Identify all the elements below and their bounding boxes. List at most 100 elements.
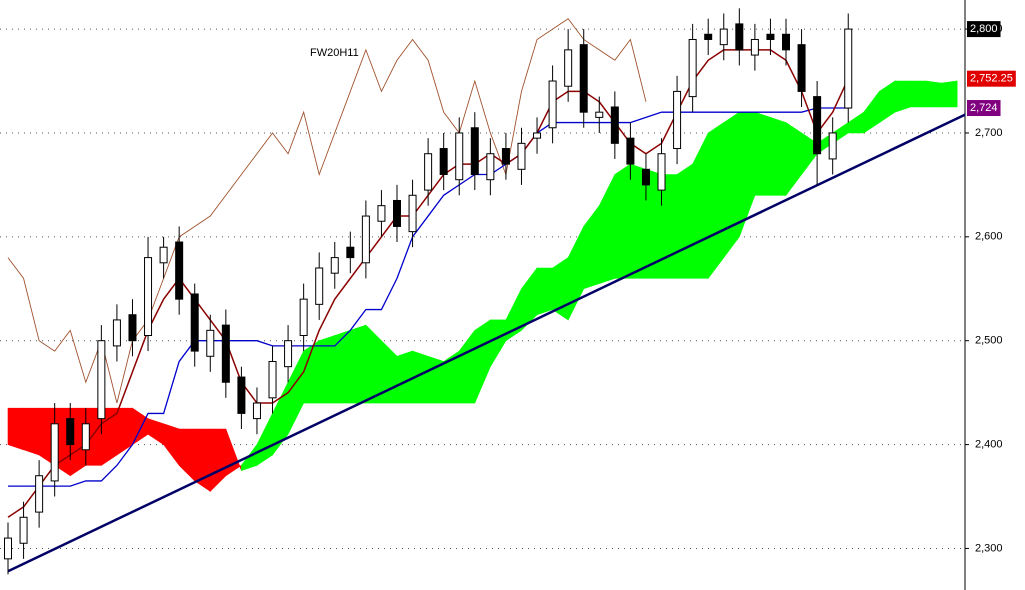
price-box-label: 2,724 [970, 102, 998, 114]
candle-body [377, 205, 386, 222]
cloud-segment [910, 80, 927, 108]
candle-body [4, 537, 12, 560]
candle-body [50, 423, 59, 482]
cloud-segment [676, 163, 693, 279]
y-tick-label: 2,300 [975, 542, 1003, 554]
candle-body [408, 194, 417, 233]
cloud-segment [723, 111, 740, 259]
candle-body [719, 28, 728, 46]
candle-body [579, 44, 588, 113]
price-box: 2,800 [967, 21, 1001, 38]
candle-body [19, 516, 28, 544]
y-tick-label: 2,600 [975, 231, 1003, 243]
candle-body [595, 111, 604, 118]
price-box: 2,724 [967, 100, 1001, 117]
price-box: 2,752.25 [967, 70, 1016, 87]
cloud-segment [458, 329, 476, 404]
cloud-segment [925, 80, 942, 108]
price-box-bg [967, 21, 1001, 38]
cloud-segment [178, 428, 196, 482]
price-box-bg [967, 70, 1016, 87]
candle-body [564, 49, 573, 87]
candle-body [35, 475, 44, 513]
cloud-segment [23, 407, 40, 456]
candle-body [548, 80, 557, 129]
cloud-segment [863, 90, 880, 134]
cloud-segment [692, 132, 709, 279]
candle-body [735, 23, 744, 51]
candle-body [470, 127, 479, 176]
candle-body [284, 340, 293, 368]
candle-body [268, 360, 277, 399]
cloud-segment [256, 413, 273, 466]
candle-body [673, 90, 682, 150]
candle-body [346, 246, 355, 259]
cloud-segment [598, 174, 616, 284]
candle-body [813, 96, 822, 155]
candle-body [252, 402, 261, 420]
candle-body [704, 33, 713, 40]
candle-body [501, 148, 510, 165]
cloud-segment [396, 350, 413, 404]
cloud-segment [894, 80, 911, 113]
candle-body [330, 257, 339, 274]
price-box-bg [967, 100, 1001, 117]
chart-title: FW20H11 [310, 47, 359, 59]
candle-body [641, 168, 650, 186]
y-tick-label: 2,700 [975, 127, 1003, 139]
cloud-segment [536, 267, 553, 316]
cloud-segment [225, 428, 242, 477]
candle-body [112, 319, 121, 347]
candle-body [221, 324, 230, 383]
candle-body [175, 241, 184, 300]
cloud-segment [490, 319, 507, 368]
candle-body [361, 215, 370, 264]
candle-body [206, 329, 215, 357]
cloud-segment [350, 324, 367, 404]
candle-body [393, 199, 401, 227]
candle-body [81, 423, 90, 451]
candle-body [844, 28, 853, 109]
candle-body [766, 33, 775, 40]
trendline [7, 113, 966, 573]
candle-body [657, 153, 666, 191]
cloud-segment [754, 111, 771, 196]
candle-body [750, 38, 759, 56]
cloud-segment [879, 80, 896, 124]
cloud-segment [614, 163, 631, 279]
y-tick-label: 2,400 [975, 438, 1003, 450]
candle-body [486, 153, 495, 181]
cloud-segment [583, 204, 600, 290]
candle-body [517, 142, 526, 170]
cloud-segment [707, 122, 725, 280]
cloud-segment [785, 122, 802, 197]
chikou-line [7, 18, 647, 404]
cloud-segment [474, 319, 491, 404]
candle-body [828, 132, 837, 160]
cloud-segment [334, 329, 351, 404]
candle-body [159, 246, 168, 264]
candle-body [610, 106, 619, 144]
tenkan-line [7, 49, 849, 518]
candle-body [128, 314, 137, 342]
cloud-segment [381, 339, 398, 404]
candle-body [424, 153, 433, 191]
kijun-line [8, 107, 849, 487]
cloud-segment [365, 324, 382, 404]
candle-body [533, 132, 542, 139]
candle-body [144, 257, 153, 337]
candle-body [299, 298, 308, 337]
candle-body [797, 44, 806, 92]
cloud-segment [567, 226, 585, 321]
y-tick-label: 2,500 [975, 335, 1003, 347]
candle-body [439, 148, 448, 176]
price-box-label: 2,800 [970, 23, 998, 35]
candle-body [315, 267, 324, 305]
cloud-segment [209, 428, 227, 493]
cloud-segment [770, 116, 787, 196]
price-box-label: 2,752.25 [970, 73, 1013, 85]
cloud-segment [847, 111, 865, 134]
candle-body [97, 340, 106, 420]
